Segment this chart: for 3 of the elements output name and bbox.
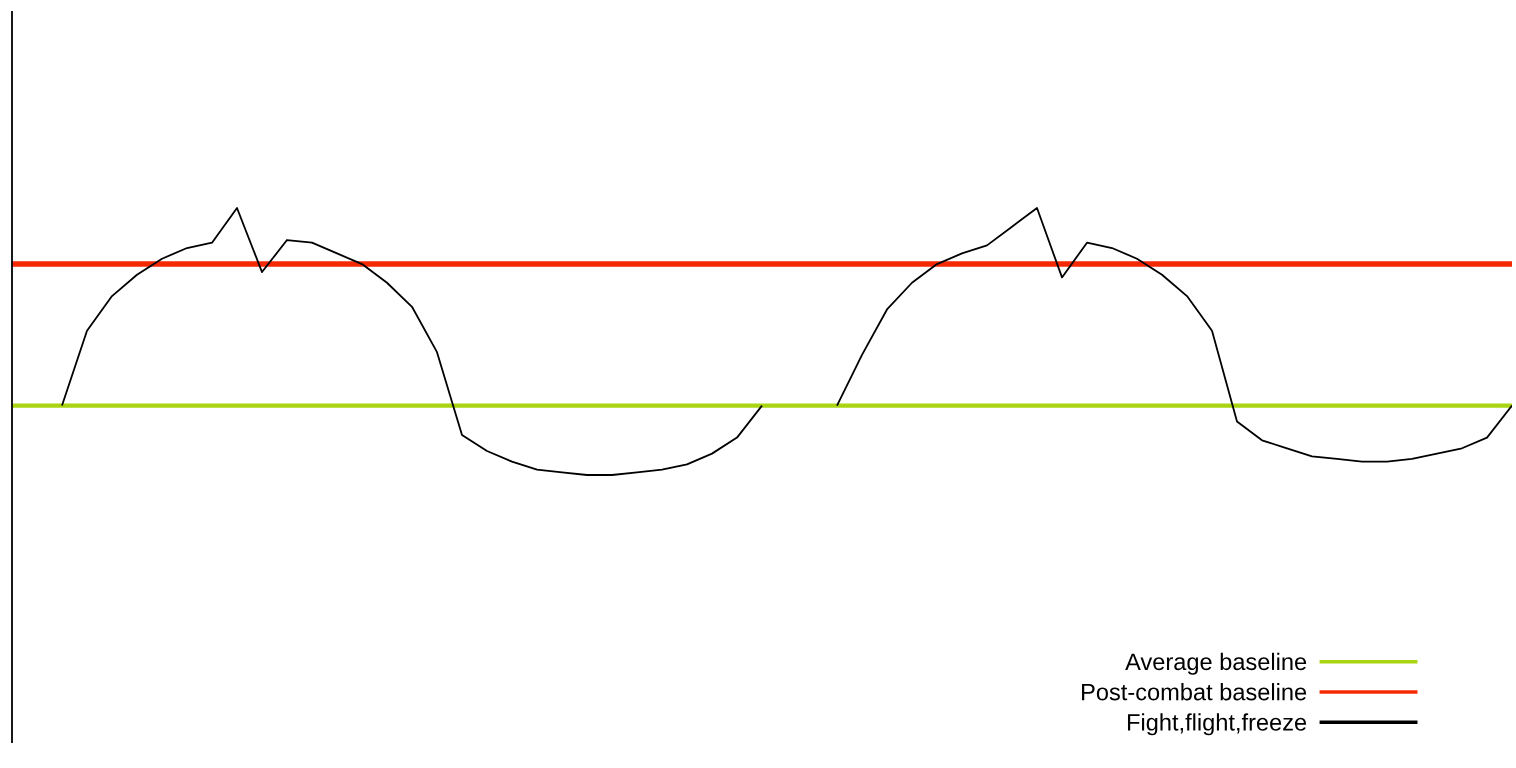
legend-label: Post-combat baseline <box>1082 683 1307 701</box>
legend-label: Fight,flight,freeze <box>1127 713 1307 736</box>
legend-label: Average baseline <box>1125 652 1307 675</box>
